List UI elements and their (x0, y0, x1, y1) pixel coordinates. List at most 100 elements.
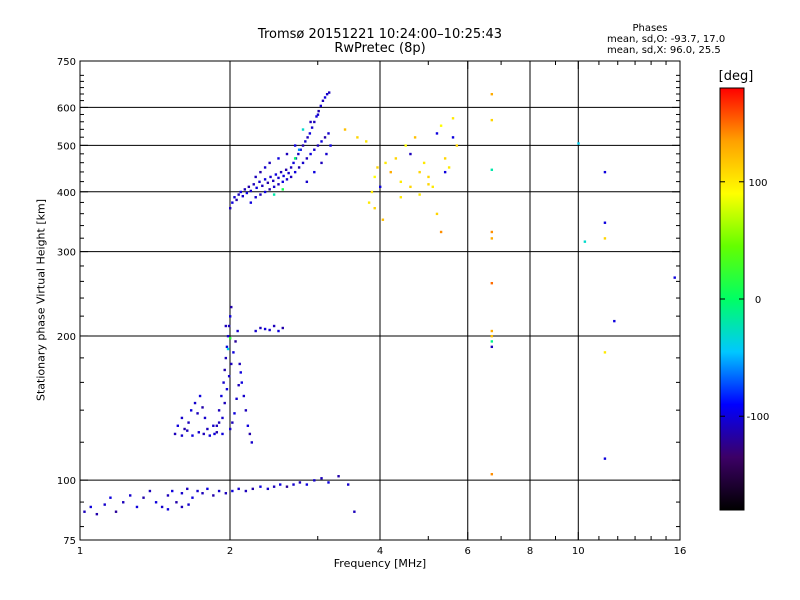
data-point (212, 494, 215, 497)
data-point (225, 387, 229, 391)
data-point (196, 489, 199, 493)
data-point (203, 416, 207, 420)
data-point (266, 487, 270, 491)
data-point (613, 319, 616, 323)
data-point (356, 136, 359, 139)
y-tick-label: 600 (57, 103, 76, 114)
data-point (269, 175, 272, 179)
data-point (227, 374, 231, 378)
data-point (212, 424, 215, 427)
data-point (673, 276, 676, 279)
data-point (272, 324, 276, 328)
data-point (422, 161, 426, 165)
data-point (327, 132, 330, 135)
data-point (298, 481, 302, 484)
data-point (224, 492, 228, 495)
data-point (254, 329, 257, 333)
y-tick-label: 300 (57, 248, 76, 259)
x-tick-label: 6 (465, 546, 471, 557)
data-point (325, 152, 328, 156)
colorbar-unit: [deg] (718, 69, 754, 84)
data-points (83, 91, 676, 516)
data-point (427, 175, 430, 179)
data-point (299, 148, 302, 151)
data-point (285, 178, 289, 181)
data-point (223, 401, 226, 405)
data-point (281, 180, 284, 184)
data-point (160, 505, 164, 509)
data-point (317, 109, 320, 113)
data-point (235, 198, 238, 202)
data-point (201, 406, 204, 409)
data-point (293, 144, 297, 147)
data-point (327, 481, 330, 484)
data-point (490, 92, 494, 96)
data-point (206, 427, 209, 431)
data-point (166, 508, 170, 511)
data-point (263, 327, 267, 331)
data-point (346, 483, 350, 486)
data-point (176, 424, 180, 427)
data-point (215, 431, 219, 434)
data-point (272, 193, 276, 196)
data-point (399, 180, 403, 184)
data-point (180, 416, 184, 420)
colorbar-tick-label: 0 (755, 295, 761, 306)
data-point (183, 427, 186, 431)
x-tick-label: 1 (77, 546, 83, 557)
data-point (603, 351, 607, 354)
data-point (109, 496, 112, 499)
data-point (173, 432, 177, 436)
data-point (399, 196, 403, 199)
data-point (427, 183, 430, 186)
data-point (249, 189, 253, 193)
data-point (237, 383, 240, 387)
data-point (313, 120, 316, 124)
data-point (208, 434, 211, 437)
data-point (301, 161, 305, 165)
chart-subtitle: RwPretec (8p) (334, 41, 426, 56)
data-point (376, 166, 379, 169)
data-point (266, 181, 270, 185)
data-point (142, 496, 145, 499)
colorbar: 100 0 -100 (719, 87, 769, 511)
data-point (394, 157, 398, 160)
data-point (225, 345, 229, 349)
data-point (180, 505, 184, 509)
data-point (83, 510, 86, 513)
data-point (202, 432, 205, 436)
x-tick-label: 16 (674, 546, 687, 557)
data-point (236, 329, 239, 333)
data-point (431, 185, 434, 189)
data-point (439, 124, 443, 127)
data-point (154, 501, 158, 504)
axis-ticks: 1 2 4 6 8 10 16 75 100 200 300 400 500 600 750 (57, 57, 686, 557)
data-point (490, 329, 494, 333)
data-point (297, 152, 300, 156)
data-point (292, 161, 295, 165)
y-tick-label: 750 (57, 57, 76, 68)
data-point (418, 170, 421, 174)
data-point (409, 152, 412, 156)
data-point (171, 489, 174, 493)
data-point (284, 168, 288, 171)
data-point (435, 212, 439, 216)
data-point (305, 157, 309, 160)
data-point (198, 394, 202, 398)
data-point (122, 501, 125, 504)
data-point (315, 115, 318, 118)
data-point (263, 178, 267, 181)
data-point (259, 326, 262, 330)
data-point (272, 179, 275, 183)
data-point (583, 240, 587, 243)
data-point (175, 501, 178, 504)
data-point (229, 337, 232, 340)
data-point (187, 421, 190, 424)
data-point (281, 326, 284, 330)
data-point (237, 193, 240, 196)
data-point (103, 503, 106, 506)
data-point (320, 477, 323, 480)
phases-x-stats: mean, sd,X: 96.0, 25.5 (607, 45, 721, 56)
data-point (89, 505, 92, 509)
